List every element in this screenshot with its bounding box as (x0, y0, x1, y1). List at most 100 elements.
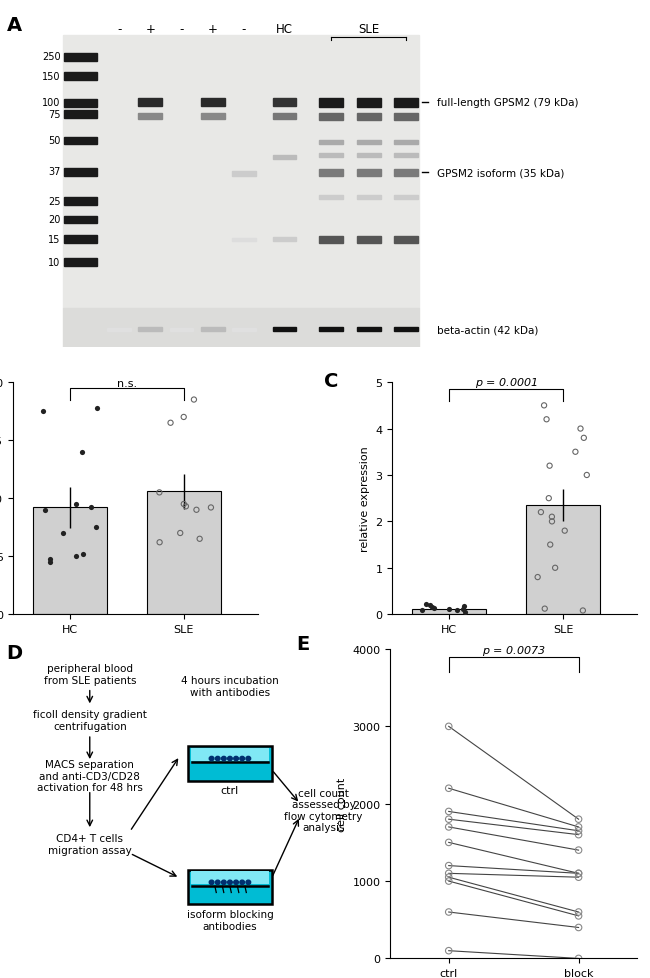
Point (90, 520, 101, 536)
Bar (201, 113, 224, 119)
Point (40, 503, 50, 518)
Text: E: E (296, 634, 310, 653)
Text: 100: 100 (42, 99, 60, 109)
Point (573, 909, 584, 924)
Bar (64, 100, 97, 108)
Bar (232, 329, 255, 332)
Point (459, 599, 469, 614)
Point (573, 842, 584, 858)
Bar (357, 170, 380, 177)
Bar (357, 113, 380, 120)
Text: -: - (242, 22, 246, 36)
Point (545, 459, 555, 474)
Point (550, 560, 560, 576)
Bar (395, 155, 418, 158)
Bar (64, 259, 97, 267)
FancyBboxPatch shape (191, 748, 269, 761)
Point (573, 866, 584, 881)
FancyBboxPatch shape (188, 870, 272, 905)
Point (444, 601, 454, 617)
Point (573, 905, 584, 920)
Text: D: D (6, 644, 23, 662)
Point (443, 869, 454, 885)
Bar (319, 113, 343, 120)
Point (194, 531, 205, 547)
Point (70, 497, 81, 512)
Bar (357, 141, 380, 145)
Circle shape (246, 757, 251, 761)
Point (443, 780, 454, 796)
Point (165, 416, 176, 431)
Bar (138, 99, 162, 107)
Bar (64, 236, 97, 244)
Text: 150: 150 (42, 72, 60, 82)
Bar (319, 170, 343, 177)
Text: +: + (146, 22, 155, 36)
Point (443, 858, 454, 873)
Text: SLE: SLE (358, 22, 380, 36)
Bar (232, 239, 255, 243)
Bar (395, 328, 418, 332)
Circle shape (227, 757, 232, 761)
Point (77, 444, 87, 460)
Circle shape (227, 880, 232, 884)
Circle shape (222, 757, 226, 761)
Text: isoform blocking
antibodies: isoform blocking antibodies (187, 909, 273, 930)
Bar (64, 54, 97, 62)
Point (545, 537, 556, 553)
Bar (138, 328, 162, 332)
Point (155, 535, 165, 551)
Circle shape (209, 757, 214, 761)
Point (573, 866, 584, 881)
Bar (357, 237, 380, 244)
Point (452, 602, 462, 618)
Text: 4 hours incubation
with antibodies: 4 hours incubation with antibodies (181, 676, 279, 697)
Bar (395, 141, 418, 145)
Point (92, 400, 102, 416)
Point (460, 604, 470, 620)
Text: C: C (324, 372, 338, 390)
Bar (272, 100, 296, 107)
Bar (63, 309, 419, 348)
Circle shape (246, 880, 251, 884)
Point (86, 500, 96, 515)
Point (188, 392, 199, 408)
Bar (526, 506, 600, 614)
Text: MACS separation
and anti-CD3/CD28
activation for 48 hrs: MACS separation and anti-CD3/CD28 activa… (37, 760, 143, 792)
Bar (64, 199, 97, 206)
Point (421, 597, 431, 612)
Point (175, 525, 185, 541)
Text: 250: 250 (42, 53, 60, 63)
Bar (272, 238, 296, 243)
Bar (357, 196, 380, 200)
Text: -: - (179, 22, 184, 36)
Bar (395, 170, 418, 177)
Point (573, 951, 584, 966)
Text: $p$ = 0.0073: $p$ = 0.0073 (482, 644, 545, 657)
Bar (272, 113, 296, 119)
Text: 20: 20 (48, 215, 60, 225)
Point (578, 603, 588, 619)
Point (541, 412, 552, 427)
Circle shape (240, 757, 244, 761)
Point (181, 499, 191, 514)
Bar (412, 609, 486, 614)
Bar (319, 99, 343, 108)
Point (443, 804, 454, 820)
Text: peripheral blood
from SLE patients: peripheral blood from SLE patients (44, 663, 136, 685)
Point (570, 444, 580, 460)
Bar (232, 172, 255, 177)
Point (547, 514, 557, 530)
Bar (395, 99, 418, 108)
Text: -: - (117, 22, 122, 36)
Point (45, 555, 55, 570)
Text: n.s.: n.s. (117, 378, 137, 388)
Text: CD4+ T cells
migration assay: CD4+ T cells migration assay (48, 833, 132, 855)
FancyBboxPatch shape (191, 871, 269, 884)
Text: GPSM2 isoform (35 kDa): GPSM2 isoform (35 kDa) (437, 168, 565, 178)
Text: $p$ = 0.0001: $p$ = 0.0001 (474, 376, 538, 389)
Circle shape (234, 880, 239, 884)
Point (70, 549, 81, 564)
Text: 50: 50 (48, 136, 60, 146)
Bar (319, 141, 343, 145)
